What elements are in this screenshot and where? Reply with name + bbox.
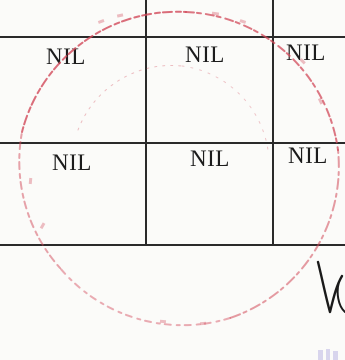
table-middle-rule <box>0 142 345 144</box>
table-column-rule-2 <box>272 0 274 246</box>
table-cell-r2-c2: NIL <box>190 146 230 171</box>
table-cell-r2-c1: NIL <box>52 150 92 175</box>
table-column-rule-1 <box>145 0 147 246</box>
table-top-rule <box>0 36 345 38</box>
table-cell-r2-c3: NIL <box>288 143 328 168</box>
table-cell-r1-c3: NIL <box>286 40 326 65</box>
table-cell-r1-c2: NIL <box>185 42 225 67</box>
table-bottom-rule <box>0 244 345 246</box>
